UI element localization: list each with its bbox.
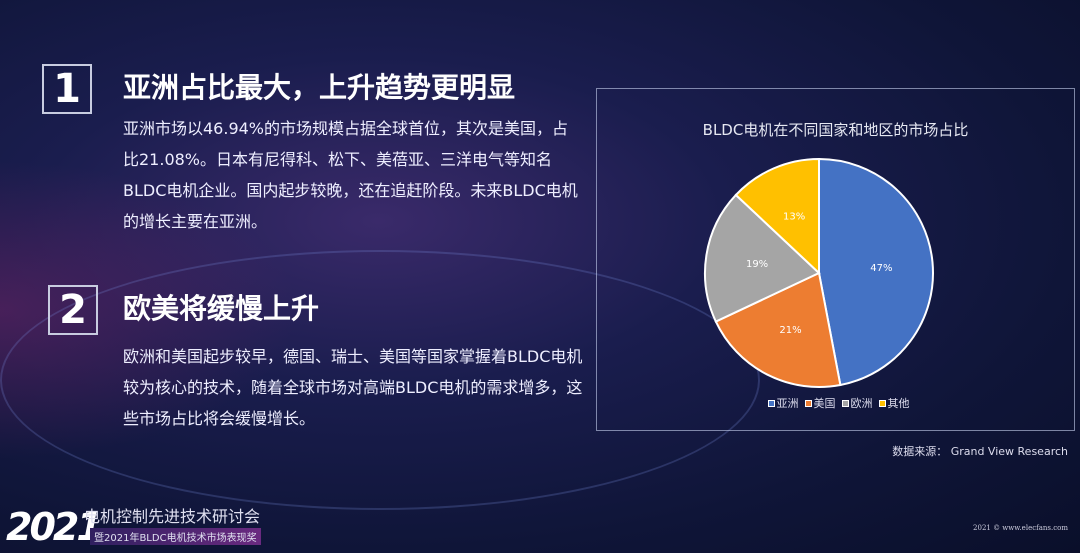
pie-slice-欧洲	[704, 193, 821, 323]
pie-chart: 47% 21% 19% 13%	[704, 157, 934, 388]
legend-swatch	[841, 400, 849, 407]
legend-swatch	[767, 400, 775, 407]
section2-body: 欧洲和美国起步较早，德国、瑞士、美国等国家掌握着BLDC电机较为核心的技术，随着…	[123, 347, 583, 428]
section2-heading: 欧美将缓慢上升	[123, 292, 320, 325]
section1-number: 1	[42, 64, 92, 114]
event-subtitle: 暨2021年BLDC电机技术市场表现奖	[90, 528, 261, 545]
copyright: 2021 © www.elecfans.com	[973, 524, 1068, 532]
legend-label: 美国	[813, 397, 836, 410]
legend-label: 其他	[887, 397, 910, 410]
pie-label: 19%	[746, 259, 768, 270]
legend-label: 欧洲	[850, 397, 873, 410]
legend-swatch	[878, 400, 886, 407]
event-logo: 2021	[6, 505, 103, 549]
chart-legend: 亚洲 美国 欧洲 其他	[597, 395, 1074, 411]
section1-body: 亚洲市场以46.94%的市场规模占据全球首位，其次是美国，占比21.08%。日本…	[123, 119, 578, 231]
section2-number: 2	[48, 285, 98, 335]
section1-heading: 亚洲占比最大，上升趋势更明显	[123, 71, 516, 104]
pie-slice-亚洲	[818, 157, 934, 387]
pie-label: 21%	[779, 325, 801, 336]
background-ring	[0, 250, 760, 510]
pie-slice-其他	[734, 157, 820, 276]
legend-swatch	[804, 400, 812, 407]
pie-label: 13%	[783, 211, 805, 222]
chart-panel: BLDC电机在不同国家和地区的市场占比 47% 21% 19% 13% 亚洲 美国 欧洲 其…	[596, 88, 1075, 431]
pie-slice-美国	[714, 271, 842, 388]
pie-label: 47%	[870, 263, 892, 274]
chart-title: BLDC电机在不同国家和地区的市场占比	[702, 121, 969, 139]
data-source: 数据来源： Grand View Research	[892, 445, 1068, 458]
event-title: 电机控制先进技术研讨会	[84, 507, 261, 526]
legend-label: 亚洲	[776, 397, 799, 410]
